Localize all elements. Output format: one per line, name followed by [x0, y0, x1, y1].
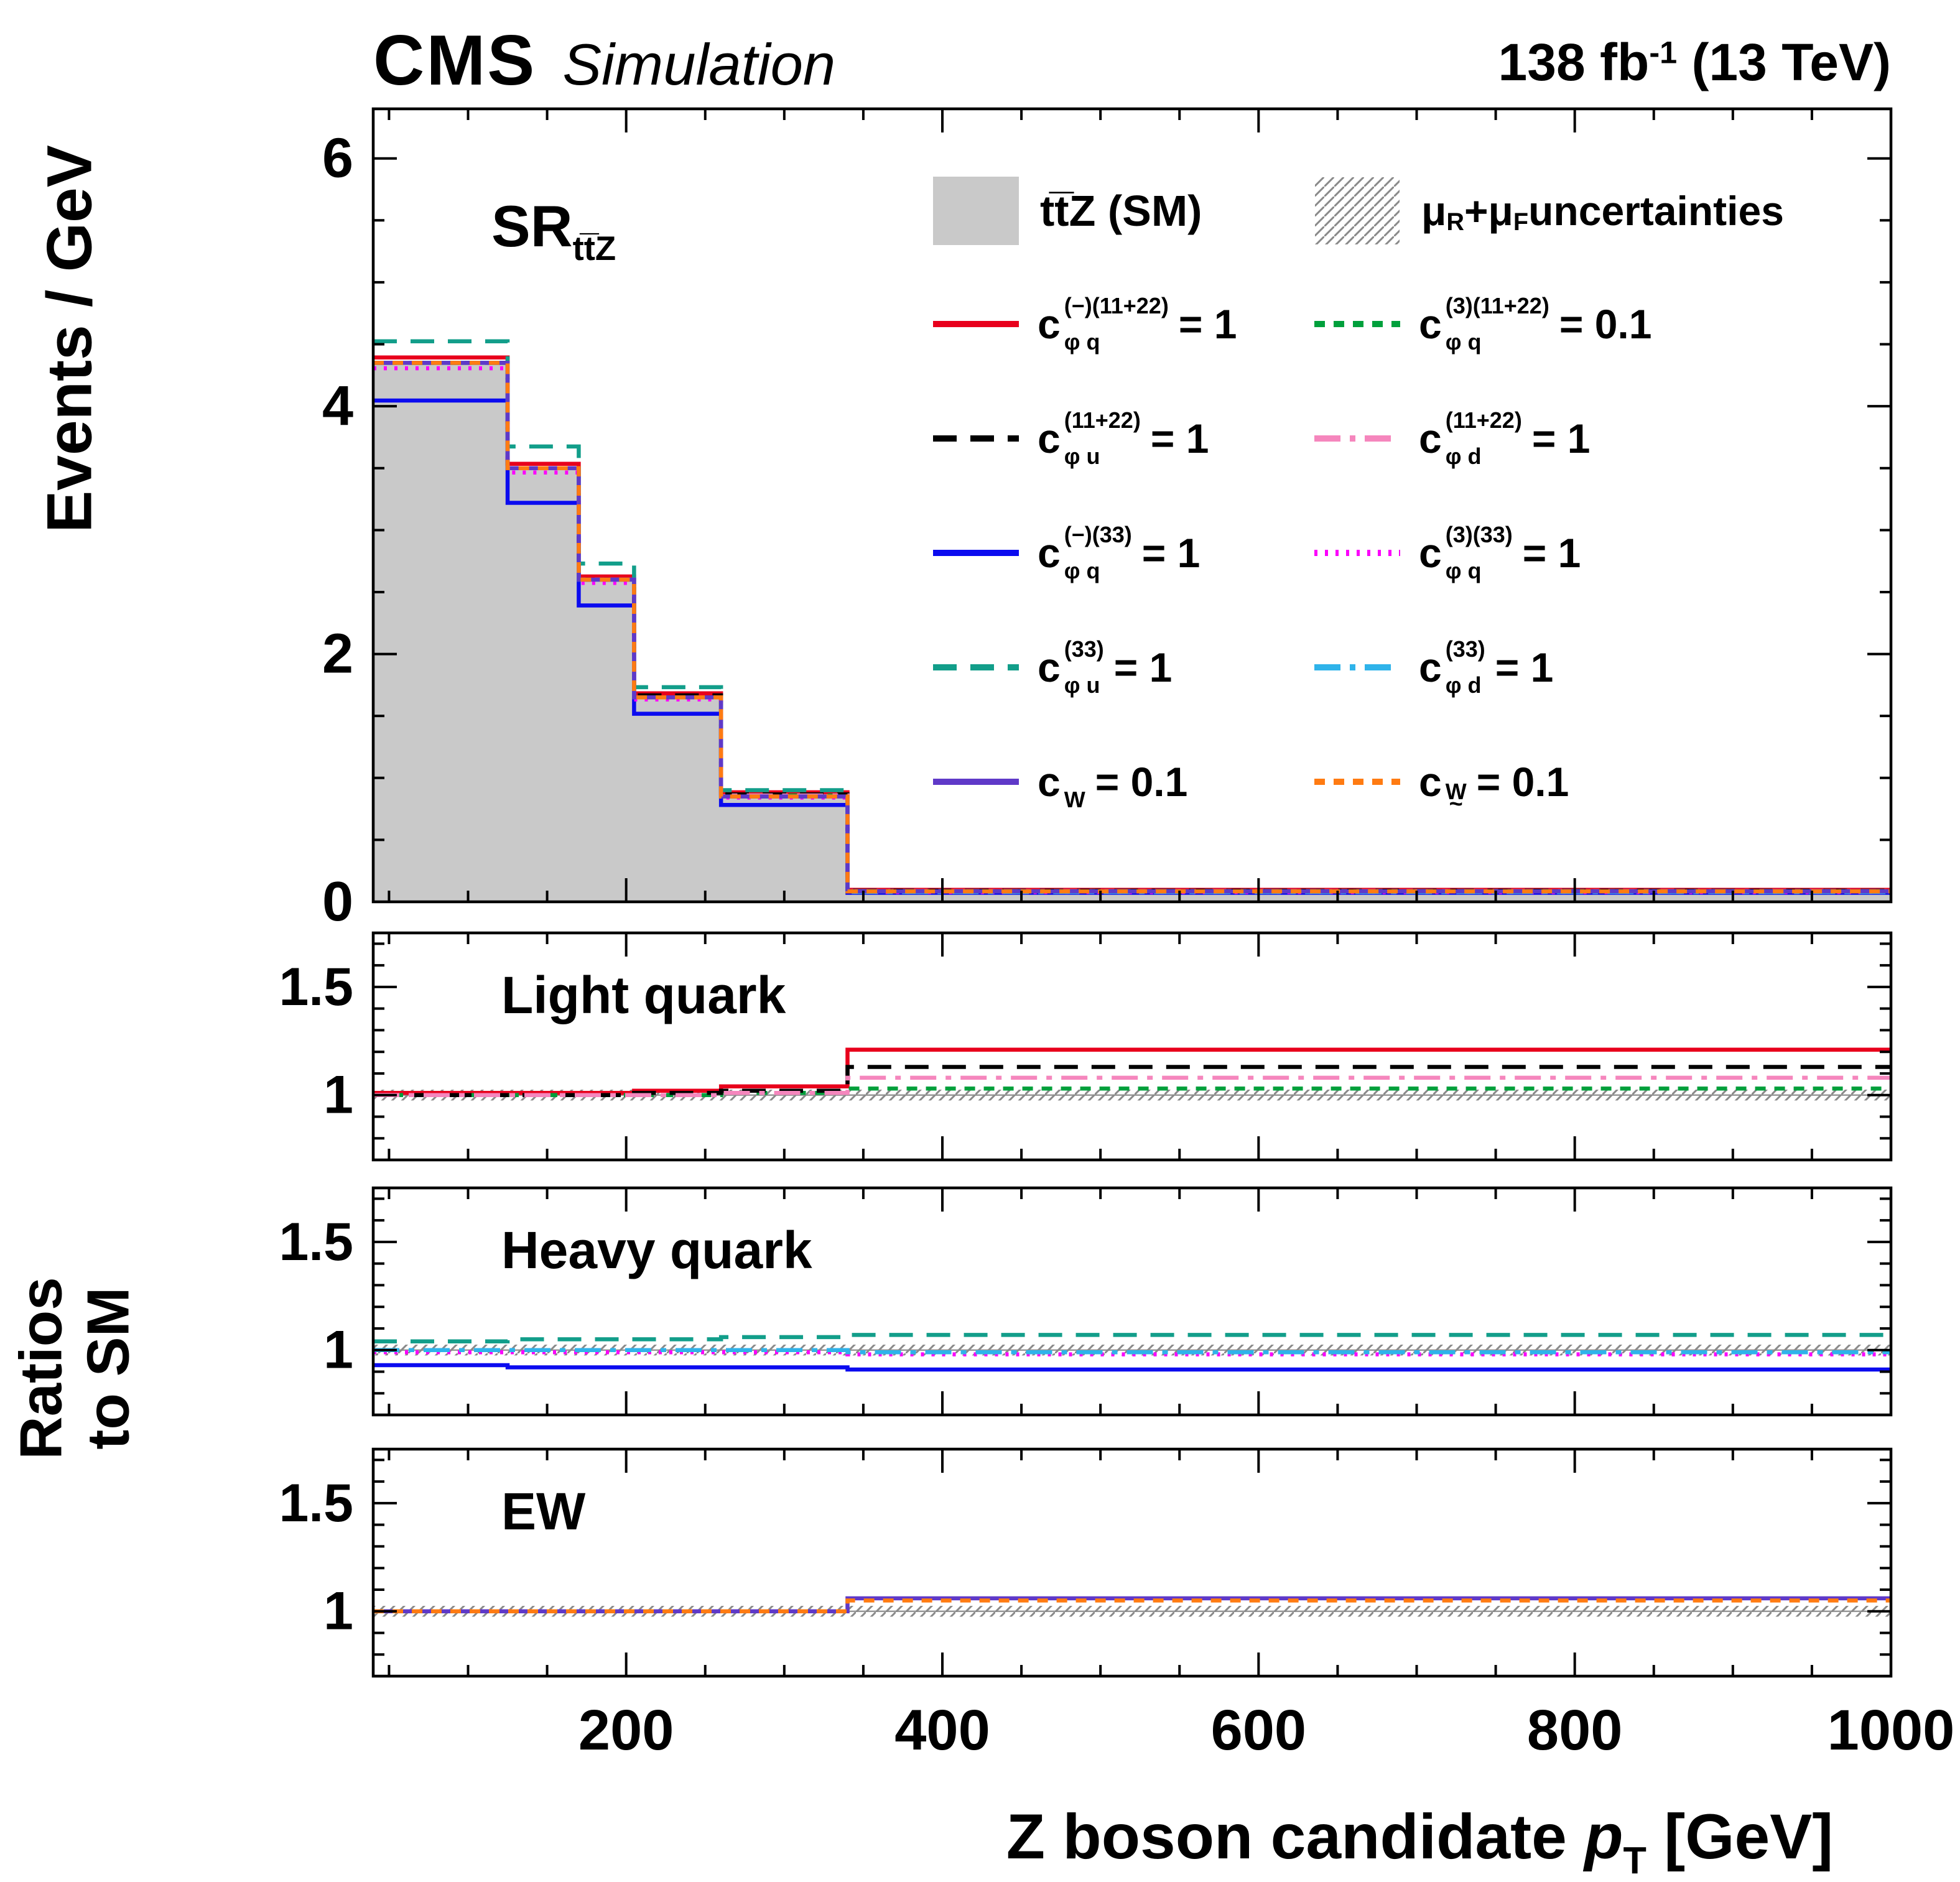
legend-line-sample	[1314, 779, 1400, 785]
legend-entry-cphiq-3-33: c (3)(33) φ q = 1	[1314, 519, 1581, 587]
legend-entry-label: c (33) φ d = 1	[1419, 636, 1554, 698]
signal-region-label: SRtt̅Z	[491, 193, 616, 267]
y-axis-title-ratios: Ratios to SM	[7, 1277, 141, 1460]
legend-entry-label: c (−)(33) φ q = 1	[1038, 522, 1201, 583]
legend-entry-label: c (11+22) φ d = 1	[1419, 407, 1591, 469]
legend-line-sample	[1314, 435, 1400, 442]
legend-entry-cphiq-minus-33: c (−)(33) φ q = 1	[933, 519, 1200, 587]
legend-entry-cphid-33: c (33) φ d = 1	[1314, 633, 1553, 702]
ticks-main	[373, 109, 1892, 903]
legend-sm-label: tt̅Z (SM)	[1040, 187, 1202, 235]
series-heavy-cphiq-minus-33	[373, 1363, 1891, 1372]
x-tick-label: 600	[1211, 1699, 1307, 1762]
x-tick-label: 400	[894, 1699, 990, 1762]
legend-entry-cphiu-1122: c (11+22) φ u = 1	[933, 404, 1209, 473]
y-tick-label: 0	[322, 871, 353, 933]
series-light-cphiq-minus-1122	[373, 1047, 1891, 1095]
legend-entry-cW: c W = 0.1	[933, 748, 1187, 816]
ticks-ew	[373, 1449, 1892, 1676]
ratio-panel-title-light: Light quark	[501, 966, 786, 1024]
x-tick-label: 800	[1527, 1699, 1623, 1762]
series-main-cWtilde	[373, 361, 1891, 894]
panel-heavy: 11.5	[279, 1186, 1893, 1417]
series-heavy-cphiu-33	[373, 1333, 1891, 1344]
legend-entry-label: c (3)(33) φ q = 1	[1419, 522, 1581, 583]
y-tick-label: 6	[322, 127, 353, 190]
frame-light	[371, 931, 1893, 1162]
legend-entry-cphiq-minus-1122: c (−)(11+22) φ q = 1	[933, 290, 1237, 358]
legend-line-sample	[1314, 664, 1400, 670]
uncertainty-band-ew	[373, 1606, 1891, 1617]
legend-entry-label: c W = 0.1	[1038, 759, 1188, 812]
legend-line-sample	[1314, 550, 1400, 556]
frame-heavy	[371, 1186, 1893, 1417]
legend-entry-cphid-1122: c (11+22) φ d = 1	[1314, 404, 1590, 473]
legend-entry-label: c (−)(11+22) φ q = 1	[1038, 293, 1237, 355]
uncertainty-band-heavy	[373, 1345, 1891, 1356]
x-tick-label: 200	[578, 1699, 674, 1762]
ticks-heavy	[373, 1188, 1892, 1415]
legend-line-sample	[933, 664, 1019, 670]
legend-entry-label: c (33) φ u = 1	[1038, 636, 1173, 698]
panel-light: 11.5	[279, 931, 1893, 1162]
simulation-label: Simulation	[562, 32, 836, 97]
legend-line-sample	[933, 779, 1019, 785]
ratio-panel-title-ew: EW	[501, 1482, 586, 1541]
series-light-cphid-1122	[373, 1075, 1891, 1097]
y-tick-label: 4	[322, 375, 353, 437]
ratio-panel-title-heavy: Heavy quark	[501, 1221, 812, 1279]
x-axis-title: Z boson candidate pT [GeV]	[1006, 1801, 1834, 1882]
legend-entry-cphiu-33: c (33) φ u = 1	[933, 633, 1172, 702]
legend-entry-cWtilde: c W ~ = 0.1	[1314, 748, 1569, 816]
y-tick-label: 1.5	[279, 1473, 353, 1533]
y-tick-label: 1	[323, 1320, 353, 1380]
ticks-light	[373, 933, 1892, 1160]
legend-line-sample	[933, 550, 1019, 556]
header-left: CMS Simulation	[373, 20, 835, 101]
legend-entry-label: c W ~ = 0.1	[1419, 759, 1569, 818]
legend-entry-label: c (11+22) φ u = 1	[1038, 407, 1209, 469]
experiment-label: CMS	[373, 21, 537, 100]
frame-main	[371, 107, 1893, 904]
panel-main: 0 2 4 6	[322, 107, 1893, 933]
legend-line-sample	[933, 435, 1019, 442]
y-tick-label: 1.5	[279, 1212, 353, 1272]
y-axis-title-main: Events / GeV	[34, 145, 105, 533]
frame-ew	[371, 1447, 1893, 1678]
x-tick-label: 1000	[1828, 1699, 1955, 1762]
y-tick-label: 1	[323, 1065, 353, 1125]
legend-sm-swatch	[933, 177, 1019, 245]
y-tick-label: 2	[322, 623, 353, 685]
legend-uncertainty-swatch	[1315, 177, 1400, 244]
legend-line-sample	[1314, 321, 1400, 327]
luminosity-label: 138 fb-1 (13 TeV)	[1498, 33, 1891, 91]
panel-ew: 1 1.5 200 400 600 800 1000	[279, 1447, 1955, 1762]
series-heavy-cphid-33	[373, 1348, 1891, 1355]
legend-entry-cphiq-3-1122: c (3)(11+22) φ q = 0.1	[1314, 290, 1651, 358]
legend-line-sample	[933, 321, 1019, 327]
y-tick-label: 1.5	[279, 957, 353, 1017]
legend-entry-label: c (3)(11+22) φ q = 0.1	[1419, 293, 1652, 355]
y-tick-label: 1	[323, 1582, 353, 1641]
series-ew-cWtilde	[373, 1598, 1891, 1613]
